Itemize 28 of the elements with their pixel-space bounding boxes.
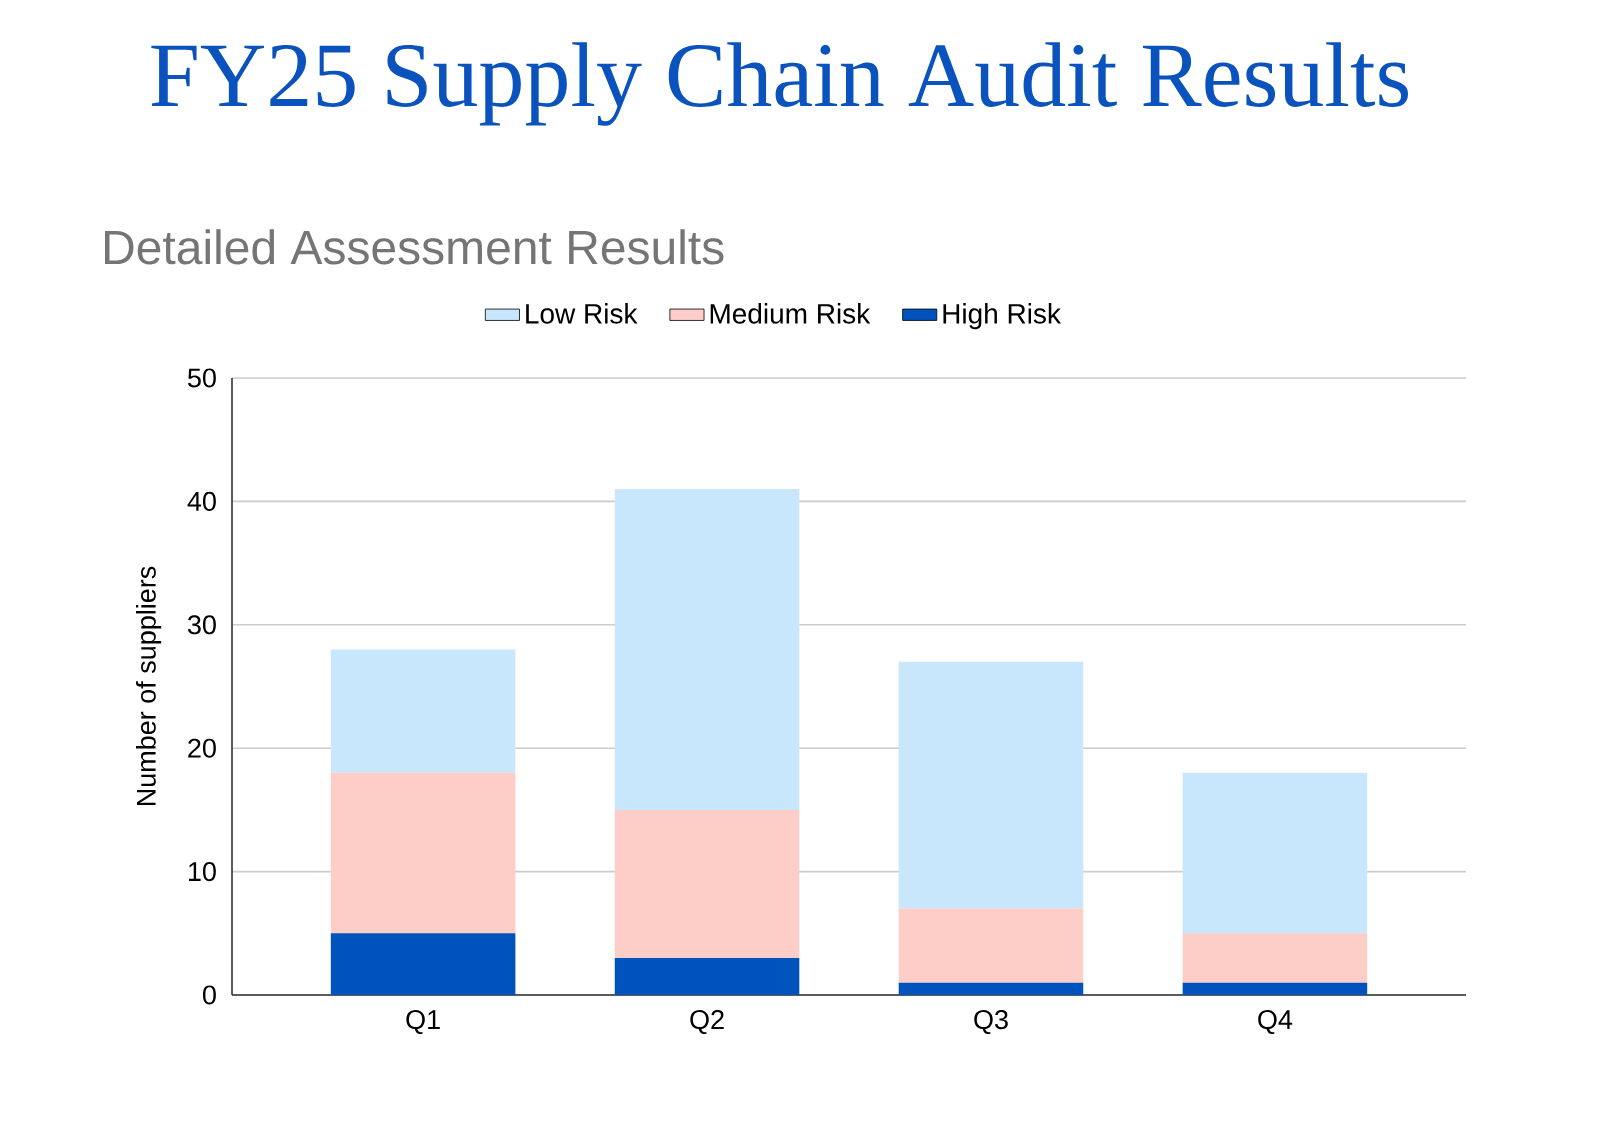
bar [330, 649, 516, 773]
bar [330, 933, 516, 995]
bar [898, 661, 1084, 909]
y-tick-label: 20 [188, 738, 216, 758]
bar [1182, 772, 1368, 934]
bar [1182, 933, 1368, 983]
y-axis-title: Number of suppliers [136, 566, 162, 806]
y-tick-label: 0 [202, 985, 216, 1005]
x-tick-label: Q1 [406, 1010, 440, 1035]
legend-label: High Risk [943, 303, 1061, 330]
y-tick-label: 50 [187, 368, 216, 388]
bar [614, 489, 800, 810]
bar [330, 772, 516, 934]
bar [898, 982, 1084, 995]
x-tick-label: Q2 [690, 1010, 724, 1035]
y-tick-label: 40 [187, 491, 216, 511]
legend-label: Low Risk [526, 303, 638, 324]
chart-title: FY25 Supply Chain Audit Results [151, 42, 1408, 126]
y-tick-label: 10 [188, 862, 216, 882]
chart-subtitle: Detailed Assessment Results [105, 229, 724, 265]
bar [614, 809, 800, 958]
bar [898, 908, 1084, 983]
y-tick-label: 30 [187, 615, 216, 635]
legend-label: Medium Risk [710, 303, 871, 324]
x-tick-label: Q4 [1258, 1010, 1293, 1035]
x-tick-label: Q3 [974, 1010, 1008, 1035]
bar [1182, 982, 1368, 995]
bar [614, 957, 800, 995]
